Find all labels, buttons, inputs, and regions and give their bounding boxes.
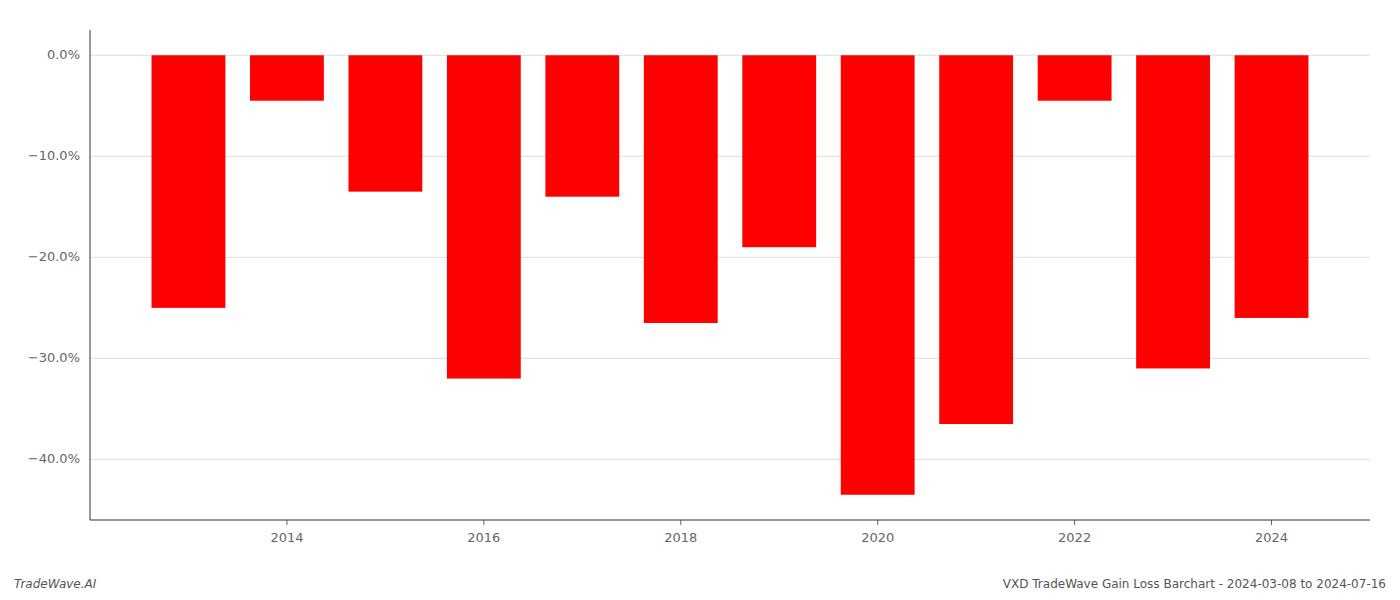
x-tick-label: 2016 [467,530,500,545]
bar [348,55,422,191]
bar [250,55,324,100]
bar [742,55,816,247]
bar [1235,55,1309,318]
chart: 0.0% −10.0% −20.0% −30.0% −40.0% 2014 2016 2018… [0,0,1400,600]
grid-line [90,459,1370,460]
x-axis-line [90,520,1370,521]
x-tick [483,520,484,525]
bar [545,55,619,196]
bar [644,55,718,323]
x-tick-label: 2024 [1255,530,1288,545]
bar [939,55,1013,424]
x-tick [1271,520,1272,525]
y-tick-label: −40.0% [28,451,80,466]
bar [841,55,915,494]
x-tick-label: 2014 [270,530,303,545]
bars [152,55,1309,494]
footer-left: TradeWave.AI [14,577,97,591]
bar [1136,55,1210,368]
grid [90,55,1370,459]
tick-labels: 0.0% −10.0% −20.0% −30.0% −40.0% 2014 2016 2018… [28,47,1288,545]
x-tick [877,520,878,525]
y-tick-label: −30.0% [28,350,80,365]
x-tick [286,520,287,525]
x-tick-label: 2020 [861,530,894,545]
x-tick-label: 2022 [1058,530,1091,545]
bar [447,55,521,378]
x-tick-label: 2018 [664,530,697,545]
y-axis-line [90,30,91,520]
footer-right: VXD TradeWave Gain Loss Barchart - 2024-… [1003,577,1386,591]
y-tick-label: −10.0% [28,148,80,163]
bar [152,55,226,308]
y-tick-label: −20.0% [28,249,80,264]
bar [1038,55,1112,100]
x-tick [680,520,681,525]
y-tick-label: 0.0% [47,47,80,62]
x-tick [1074,520,1075,525]
